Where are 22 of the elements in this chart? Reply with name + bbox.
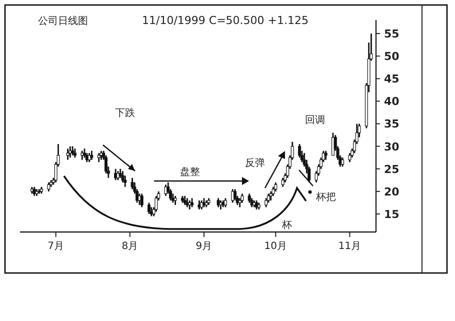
- x-tick-label: 9月: [196, 241, 212, 252]
- y-tick-label: 30: [384, 140, 400, 154]
- y-tick-label: 20: [384, 185, 400, 198]
- y-tick-label: 25: [384, 162, 400, 176]
- x-tick-label: 10月: [264, 241, 288, 252]
- y-tick-label: 45: [384, 72, 400, 86]
- x-tick-label: 11月: [338, 241, 362, 252]
- annotation: 回调: [305, 114, 325, 126]
- chart-subtitle: 11/10/1999 C=50.500 +1.125: [142, 14, 308, 27]
- y-tick-label: 15: [384, 208, 400, 221]
- x-tick-label: 8月: [122, 241, 138, 252]
- x-tick-label: 7月: [48, 241, 64, 252]
- chart-title: 公司日线图: [38, 15, 88, 27]
- y-tick-label: 50: [384, 50, 400, 64]
- annotation: 杯把: [315, 191, 336, 203]
- annotation: 下跌: [115, 107, 135, 119]
- annotation: 盘整: [180, 166, 200, 178]
- y-tick-label: 55: [384, 28, 400, 41]
- annotation: 杯: [281, 219, 292, 231]
- y-tick-label: 40: [384, 95, 400, 108]
- y-tick-label: 35: [384, 118, 400, 131]
- annotation: 反弹: [245, 157, 265, 169]
